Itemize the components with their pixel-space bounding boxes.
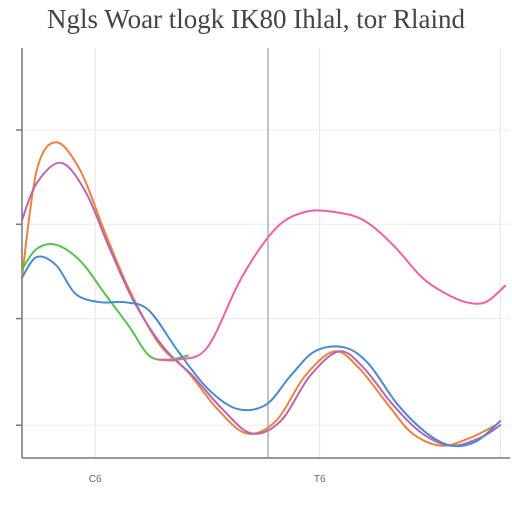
series-layer (21, 141, 507, 448)
series-line-1 (21, 141, 497, 447)
gridlines (22, 48, 510, 458)
series-line-2 (21, 161, 502, 447)
x-tick-label: C6 (89, 474, 102, 485)
tick-layer: C6 T6 (16, 129, 326, 485)
x-tick-label: T6 (314, 474, 326, 485)
series-line-5 (157, 209, 507, 362)
series-line-4 (21, 255, 502, 448)
chart-title: Ngls Woar tlogk IK80 Ihlal, tor Rlaind (46, 4, 466, 34)
plot-area (22, 48, 510, 458)
